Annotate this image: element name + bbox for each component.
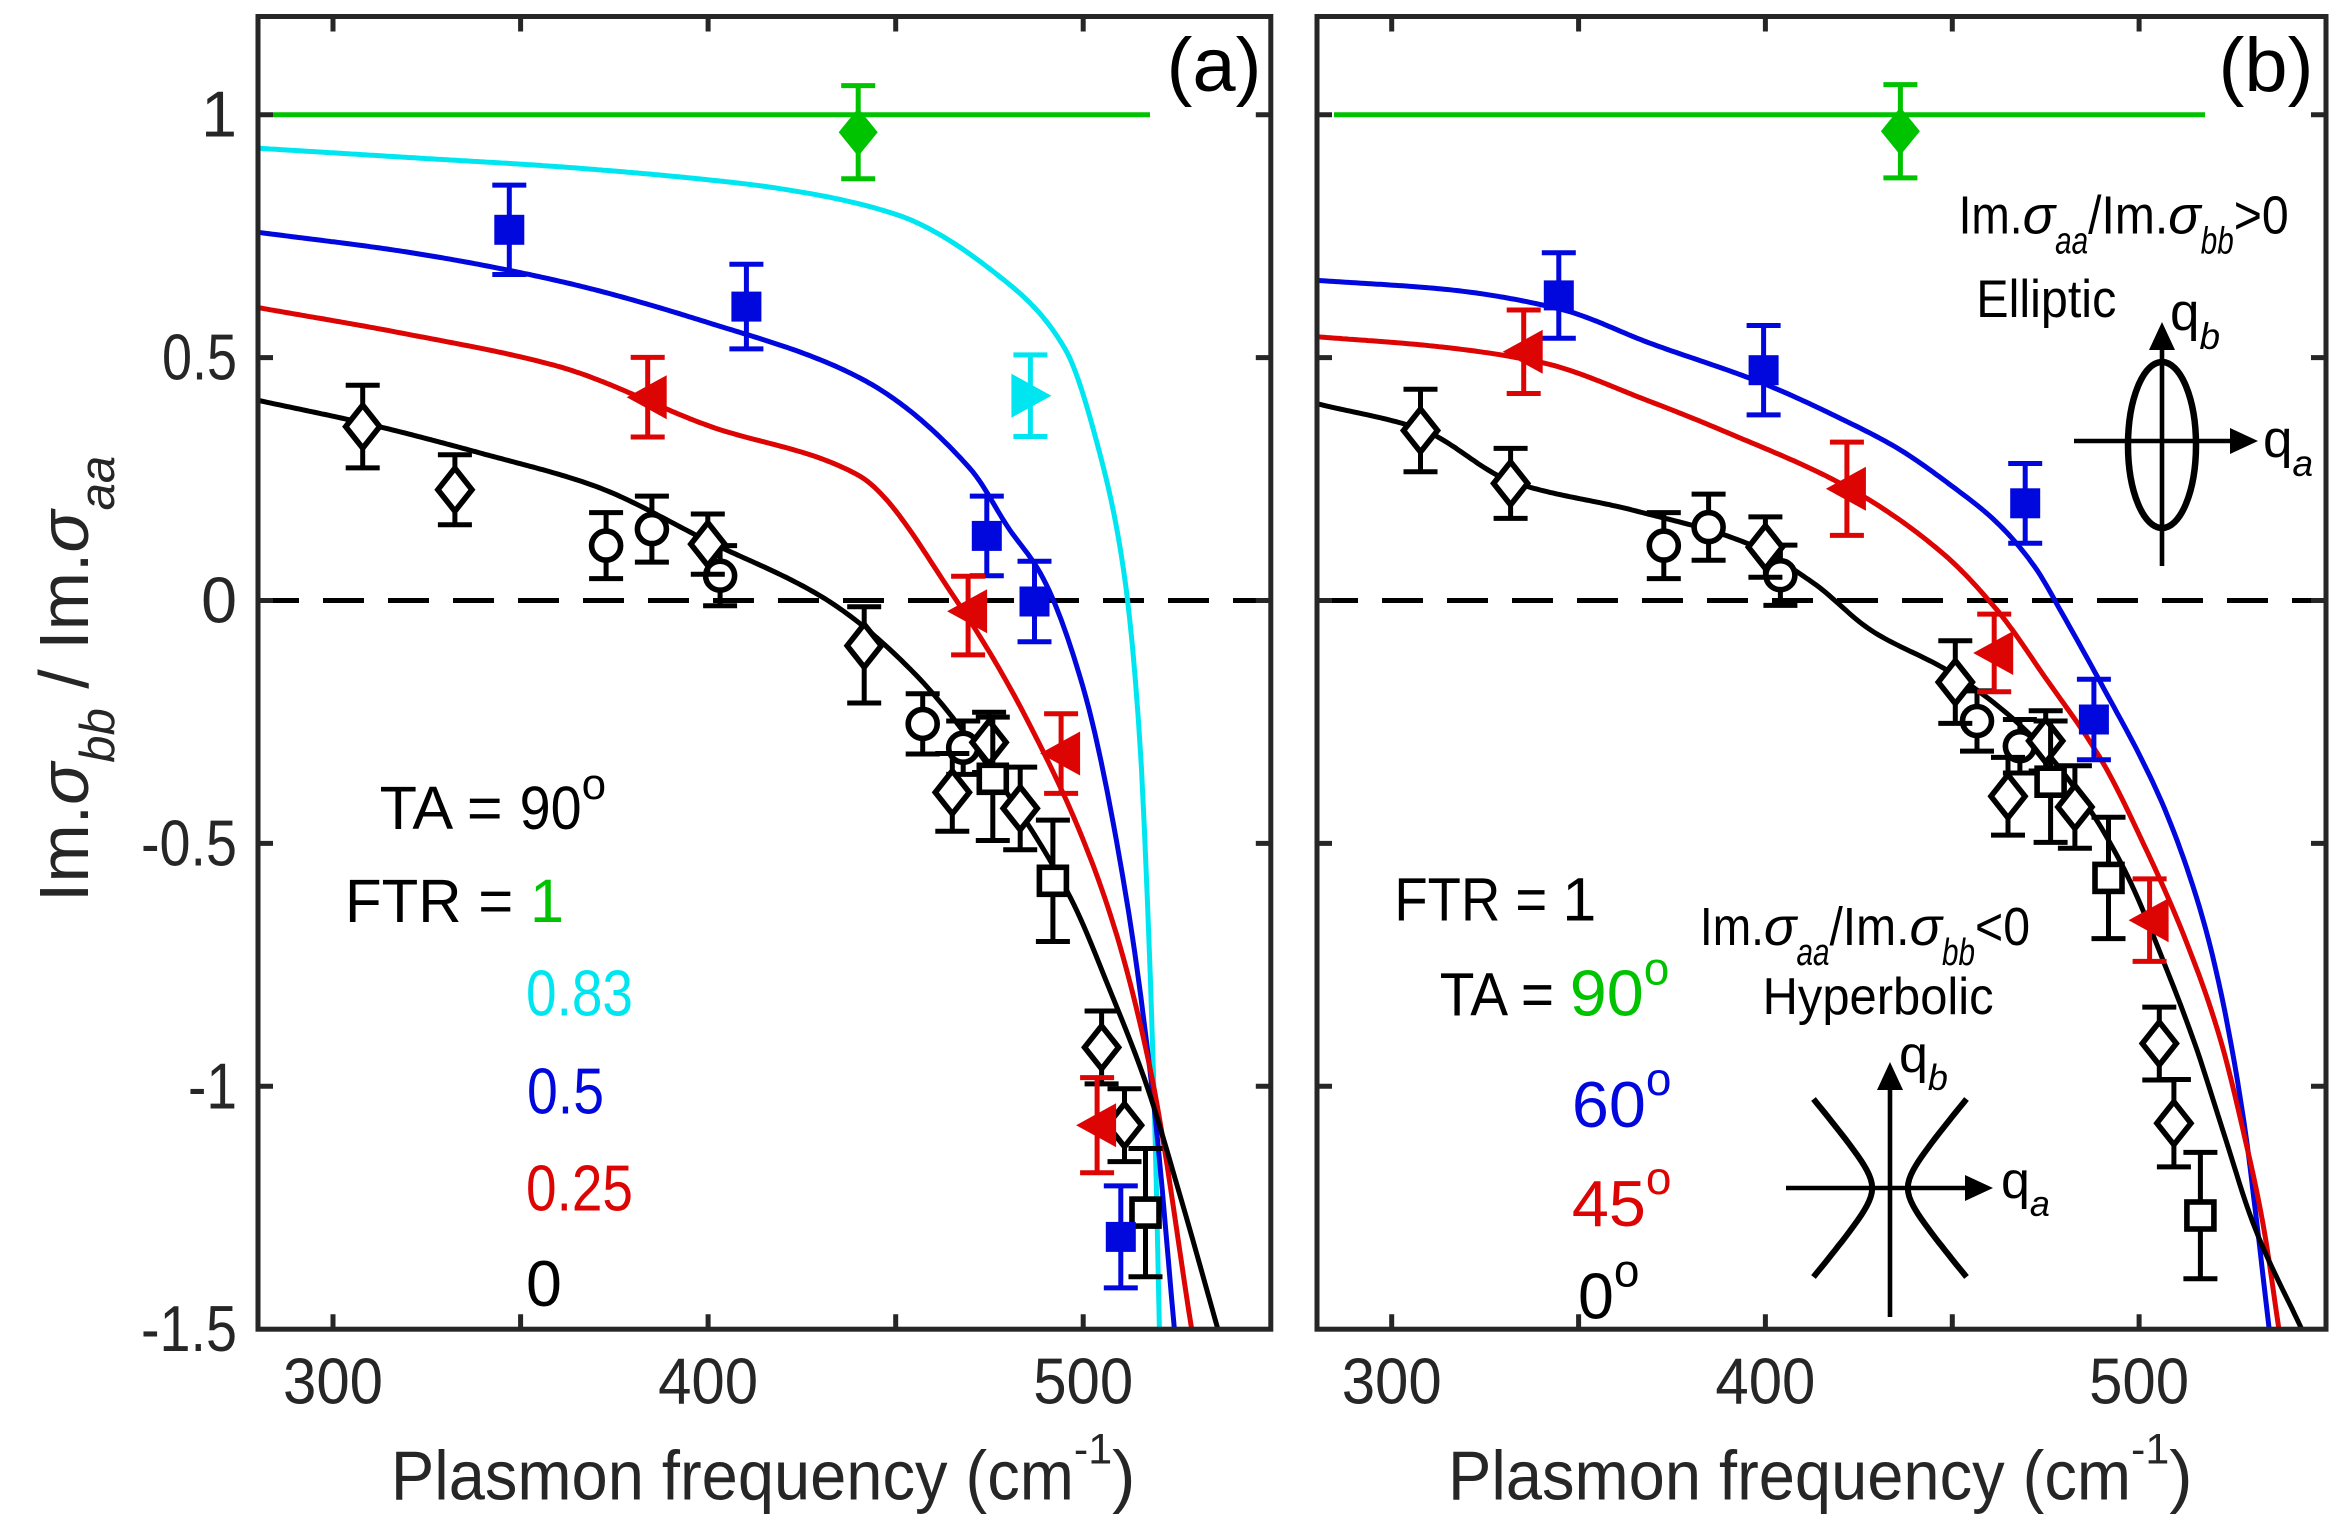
- svg-text:FTR = 1: FTR = 1: [345, 867, 564, 935]
- svg-text:1: 1: [201, 79, 237, 151]
- svg-text:300: 300: [1342, 1345, 1442, 1417]
- svg-text:0.5: 0.5: [162, 322, 237, 394]
- svg-text:300: 300: [283, 1345, 383, 1417]
- svg-text:400: 400: [1715, 1345, 1815, 1417]
- svg-text:Elliptic: Elliptic: [1976, 270, 2116, 329]
- svg-text:0.83: 0.83: [526, 958, 633, 1030]
- svg-text:500: 500: [2089, 1345, 2189, 1417]
- svg-text:Plasmon frequency (cm-1): Plasmon frequency (cm-1): [391, 1425, 1136, 1514]
- svg-text:-1: -1: [188, 1050, 237, 1122]
- svg-text:0.5: 0.5: [527, 1056, 604, 1128]
- svg-text:Plasmon frequency (cm-1): Plasmon frequency (cm-1): [1448, 1425, 2193, 1514]
- svg-text:Hyperbolic: Hyperbolic: [1763, 968, 1994, 1026]
- svg-text:0: 0: [201, 565, 237, 637]
- svg-text:(b): (b): [2219, 23, 2314, 108]
- svg-text:0o: 0o: [1578, 1245, 1639, 1333]
- svg-text:TA = 90o: TA = 90o: [1440, 942, 1670, 1029]
- svg-text:-0.5: -0.5: [141, 807, 237, 879]
- svg-text:400: 400: [658, 1345, 758, 1417]
- svg-text:0: 0: [526, 1248, 562, 1320]
- svg-text:TA = 90o: TA = 90o: [380, 760, 606, 842]
- svg-text:-1.5: -1.5: [141, 1293, 237, 1365]
- svg-text:Im.σaa​/Im.σbb​<0: Im.σaa​/Im.σbb​<0: [1700, 897, 2030, 974]
- svg-text:FTR = 1: FTR = 1: [1394, 866, 1596, 934]
- svg-text:0.25: 0.25: [526, 1152, 633, 1224]
- svg-text:45o: 45o: [1572, 1152, 1672, 1240]
- svg-text:Im.σaa​/Im.σbb​>0: Im.σaa​/Im.σbb​>0: [1959, 186, 2289, 263]
- svg-text:(a): (a): [1167, 23, 1262, 108]
- svg-text:60o: 60o: [1572, 1053, 1672, 1141]
- svg-text:500: 500: [1033, 1345, 1133, 1417]
